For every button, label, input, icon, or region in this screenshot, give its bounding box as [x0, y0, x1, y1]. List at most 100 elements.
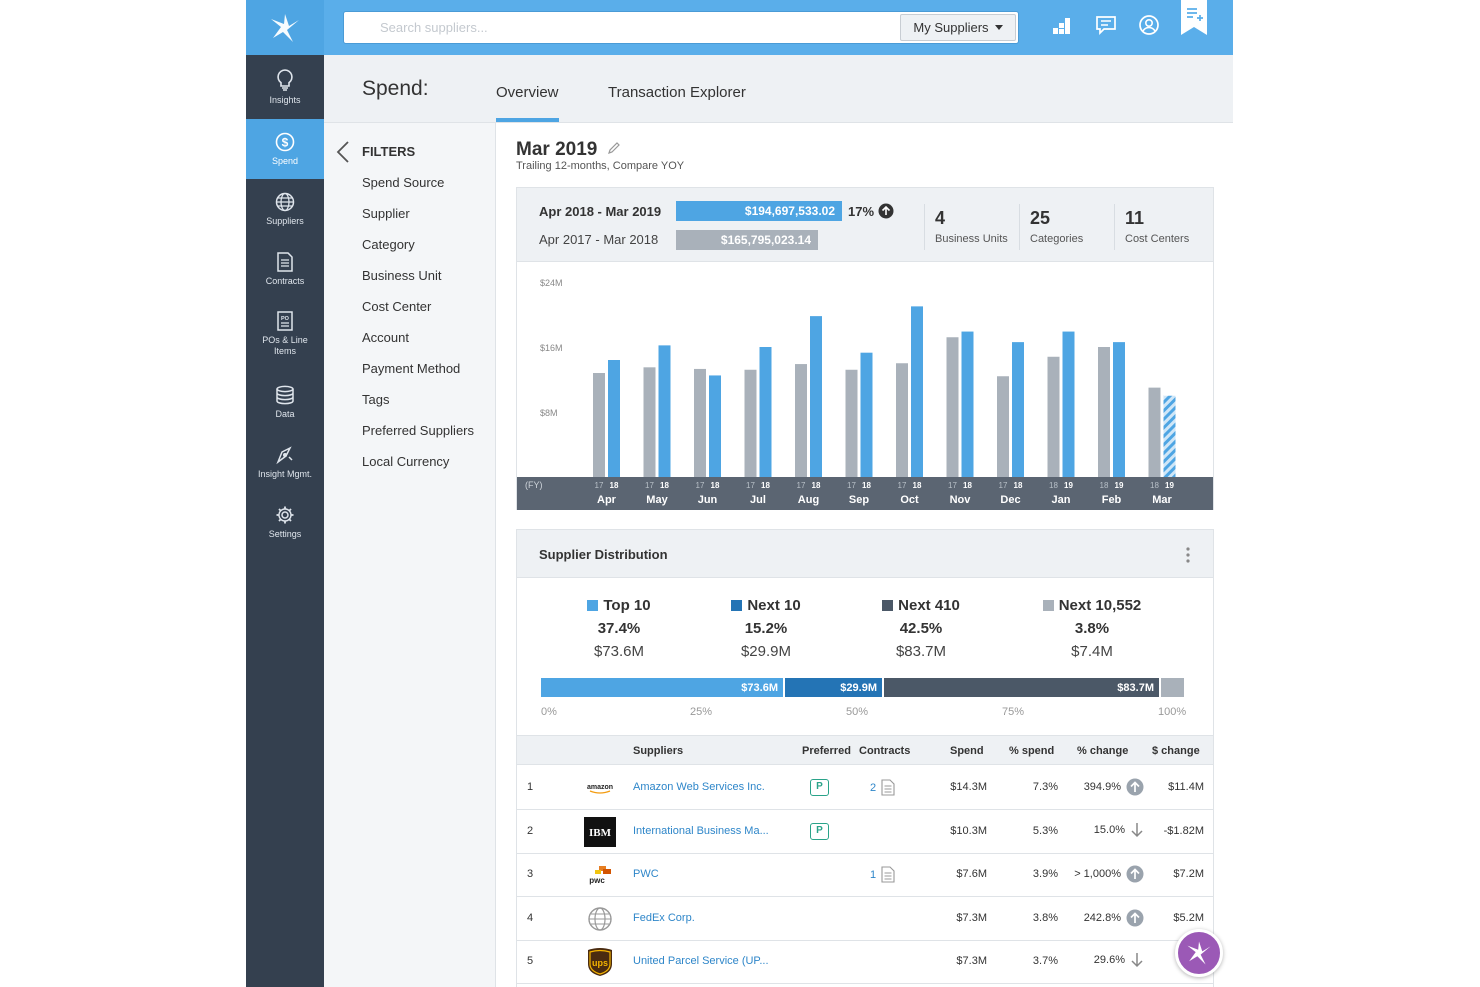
- tier-percent: 37.4%: [597, 620, 641, 637]
- supplier-name-link[interactable]: Amazon Web Services Inc.: [633, 781, 765, 793]
- current-year-bar-feb[interactable]: [1113, 342, 1125, 477]
- distribution-segment[interactable]: [1161, 678, 1184, 697]
- filter-payment-method[interactable]: Payment Method: [362, 361, 461, 376]
- filter-account[interactable]: Account: [362, 330, 409, 345]
- tier-amount: $83.7M: [895, 643, 947, 660]
- prior-year-bar-dec[interactable]: [997, 376, 1009, 477]
- supplier-name-link[interactable]: FedEx Corp.: [633, 911, 695, 924]
- column-header-contracts[interactable]: Contracts: [859, 745, 911, 757]
- arrow-up-circle-icon: [1126, 865, 1144, 883]
- prior-year-bar-aug[interactable]: [795, 364, 807, 477]
- assistant-fab[interactable]: [1175, 929, 1223, 977]
- current-year-bar-dec[interactable]: [1012, 342, 1024, 477]
- bookmark-add-icon[interactable]: [1180, 0, 1208, 36]
- filter-category[interactable]: Category: [362, 237, 415, 252]
- contracts-link[interactable]: 1: [870, 866, 895, 883]
- prior-year-bar-mar[interactable]: [1148, 387, 1161, 477]
- column-header-pct-spend[interactable]: % spend: [1009, 745, 1055, 757]
- filter-tags[interactable]: Tags: [362, 392, 390, 407]
- table-row[interactable]: 1 amazon Amazon Web Services Inc. P 2 $14.3M 7…: [517, 766, 1213, 810]
- prior-year-bar-feb[interactable]: [1098, 347, 1110, 477]
- stat-categories[interactable]: 25 Categories: [1030, 208, 1083, 245]
- preferred-badge: P: [810, 779, 829, 796]
- contracts-link[interactable]: 2: [870, 779, 895, 796]
- prior-year-bar-jun[interactable]: [694, 368, 706, 477]
- tab-overview[interactable]: Overview: [496, 84, 559, 101]
- supplier-name-link[interactable]: International Business Ma...: [633, 824, 769, 837]
- prior-year-bar-nov[interactable]: [946, 337, 959, 477]
- distribution-segment[interactable]: $83.7M: [884, 678, 1159, 697]
- table-row[interactable]: 4 FedEx Corp. $7.3M 3.8% 242.8% $5.2M: [517, 897, 1213, 941]
- filter-preferred-suppliers[interactable]: Preferred Suppliers: [362, 423, 474, 438]
- current-year-bar-mar[interactable]: [1163, 395, 1176, 477]
- nav-item-settings[interactable]: Settings: [246, 492, 324, 552]
- prior-year-bar-jan[interactable]: [1047, 356, 1060, 477]
- tier-top-10[interactable]: Top 10 37.4% $73.6M: [549, 597, 689, 660]
- column-header-dollar-change[interactable]: $ change: [1152, 745, 1200, 757]
- filter-supplier[interactable]: Supplier: [362, 206, 410, 221]
- nav-item-contracts[interactable]: Contracts: [246, 239, 324, 299]
- messages-icon[interactable]: [1095, 14, 1117, 36]
- current-year-bar-nov[interactable]: [961, 331, 974, 477]
- nav-item-insights[interactable]: Insights: [246, 57, 324, 117]
- current-year-bar-sep[interactable]: [860, 352, 873, 477]
- column-header-preferred[interactable]: Preferred: [802, 745, 851, 757]
- current-year-bar-jan[interactable]: [1062, 331, 1075, 477]
- supplier-name-link[interactable]: United Parcel Service (UP...: [633, 955, 769, 967]
- current-year-bar-apr[interactable]: [608, 360, 620, 477]
- column-header-pct-change[interactable]: % change: [1077, 745, 1129, 757]
- user-profile-icon[interactable]: [1138, 14, 1160, 36]
- tier-next-10[interactable]: Next 10 15.2% $29.9M: [696, 597, 836, 660]
- amazon-logo-icon: amazon: [587, 784, 613, 794]
- prior-year-bar-may[interactable]: [643, 367, 656, 477]
- supplier-name-link[interactable]: PWC: [633, 868, 659, 880]
- tier-next-10552[interactable]: Next 10,552 3.8% $7.4M: [1022, 597, 1162, 660]
- table-row[interactable]: 2 IBM International Business Ma... P $10.3M 5…: [517, 810, 1213, 854]
- nav-item-data[interactable]: Data: [246, 372, 324, 432]
- left-nav: Insights $ Spend Suppliers Contracts PO …: [246, 0, 324, 987]
- reports-icon[interactable]: [1051, 14, 1073, 36]
- table-row[interactable]: 5 ups United Parcel Service (UP... $7.3M 3.7…: [517, 940, 1213, 984]
- distribution-segment[interactable]: $29.9M: [785, 678, 882, 697]
- collapse-chevron-icon[interactable]: [336, 141, 350, 163]
- current-year-bar-aug[interactable]: [810, 316, 822, 477]
- distribution-segment[interactable]: $73.6M: [541, 678, 783, 697]
- stat-label: Cost Centers: [1125, 233, 1190, 245]
- current-year-bar-oct[interactable]: [911, 306, 923, 477]
- column-header-suppliers[interactable]: Suppliers: [633, 745, 684, 757]
- prior-year-bar-sep[interactable]: [845, 369, 858, 477]
- nav-item-pos[interactable]: PO POs & Line Items: [246, 304, 324, 364]
- spend-value: $7.3M: [956, 955, 987, 967]
- contract-document-icon: [881, 779, 895, 796]
- stat-business-units[interactable]: 4 Business Units: [935, 208, 1008, 245]
- filters-panel: FILTERS Spend Source Supplier Category B…: [324, 123, 496, 987]
- x-month-label: Jul: [750, 494, 766, 506]
- app-logo[interactable]: [246, 0, 324, 55]
- stat-cost-centers[interactable]: 11 Cost Centers: [1125, 208, 1189, 245]
- current-year-bar-may[interactable]: [658, 345, 671, 477]
- prior-year-bar-apr[interactable]: [593, 373, 605, 477]
- more-options-icon[interactable]: [1185, 546, 1191, 564]
- tab-transaction-explorer[interactable]: Transaction Explorer: [608, 84, 746, 101]
- filter-business-unit[interactable]: Business Unit: [362, 268, 442, 283]
- filter-local-currency[interactable]: Local Currency: [362, 454, 450, 469]
- scope-dropdown[interactable]: My Suppliers: [900, 14, 1016, 41]
- table-row[interactable]: 3 pwc PWC 1 $7.6M 3.9% > 1,000% $7.2M: [517, 853, 1213, 897]
- page-header: Spend: Overview Transaction Explorer: [324, 55, 1233, 123]
- column-header-spend[interactable]: Spend: [950, 745, 984, 757]
- current-year-bar-jun[interactable]: [709, 375, 721, 477]
- tier-next-410[interactable]: Next 410 42.5% $83.7M: [851, 597, 991, 660]
- active-tab-indicator: [496, 118, 559, 122]
- current-year-bar-jul[interactable]: [759, 347, 772, 477]
- filter-spend-source[interactable]: Spend Source: [362, 175, 445, 190]
- prior-year-bar-oct[interactable]: [896, 363, 908, 477]
- filter-cost-center[interactable]: Cost Center: [362, 299, 432, 314]
- prior-year-bar-jul[interactable]: [744, 369, 757, 477]
- nav-item-suppliers[interactable]: Suppliers: [246, 179, 324, 239]
- nav-item-spend[interactable]: $ Spend: [246, 119, 324, 179]
- edit-pencil-icon[interactable]: [607, 141, 621, 155]
- search-input[interactable]: [380, 20, 880, 35]
- y-tick-label: $16M: [540, 343, 563, 353]
- svg-text:PO: PO: [281, 316, 290, 322]
- nav-item-insight-mgmt[interactable]: Insight Mgmt.: [246, 432, 324, 492]
